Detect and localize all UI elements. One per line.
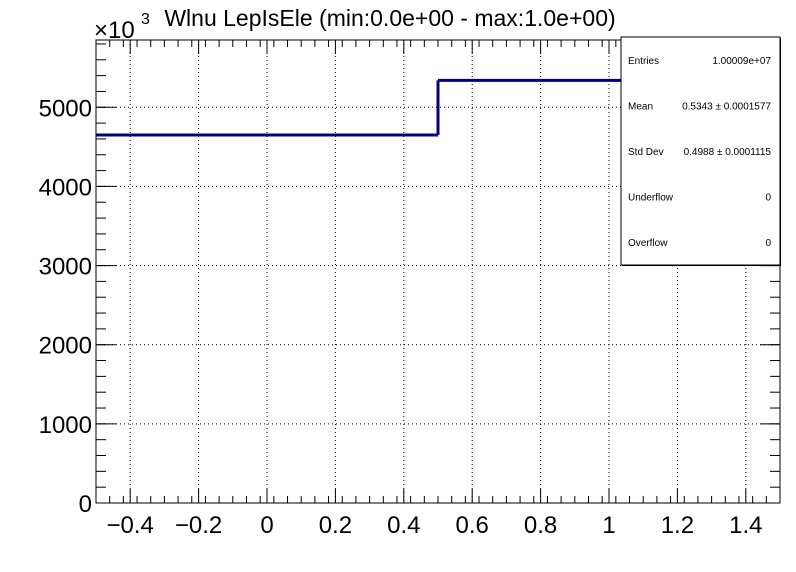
y-tick-label: 0 (79, 491, 92, 518)
x-tick-label: 0.2 (319, 512, 352, 539)
y-multiplier-exponent: 3 (141, 11, 150, 28)
x-tick-label: 1.4 (729, 512, 762, 539)
y-tick-label: 4000 (39, 174, 92, 201)
x-tick-label: 1 (602, 512, 615, 539)
y-tick-label: 1000 (39, 412, 92, 439)
x-tick-label: −0.4 (107, 512, 154, 539)
stats-value: 0.4988 ± 0.0001115 (684, 147, 772, 158)
y-tick-label: 2000 (39, 333, 92, 360)
tick-labels: −0.4 −0.2 0 0.2 0.4 0.6 0.8 1 1.2 1.4 0 1000 2000 300… (39, 95, 763, 539)
y-multiplier-label: ×10 (94, 17, 135, 44)
stats-value: 0.5343 ± 0.0001577 (682, 101, 771, 112)
stats-label: Overflow (628, 238, 668, 249)
y-tick-label: 3000 (39, 254, 92, 281)
stats-value: 0 (765, 193, 771, 204)
x-tick-label: 0.4 (387, 512, 420, 539)
stats-label: Entries (628, 56, 659, 67)
x-tick-label: 1.2 (661, 512, 694, 539)
x-tick-label: 0 (260, 512, 273, 539)
x-tick-label: −0.2 (175, 512, 222, 539)
stats-label: Std Dev (628, 147, 664, 158)
stats-value: 0 (765, 238, 771, 249)
stats-box-frame (620, 36, 781, 266)
x-tick-label: 0.8 (524, 512, 557, 539)
y-tick-label: 5000 (39, 95, 92, 122)
stats-box: Entries 1.00009e+07 Mean 0.5343 ± 0.0001577… (620, 36, 781, 266)
stats-label: Underflow (628, 193, 674, 204)
stats-label: Mean (628, 101, 653, 112)
x-tick-label: 0.6 (456, 512, 489, 539)
chart-title: Wlnu LepIsEle (min:0.0e+00 - max:1.0e+00… (164, 5, 615, 31)
stats-value: 1.00009e+07 (712, 56, 771, 67)
